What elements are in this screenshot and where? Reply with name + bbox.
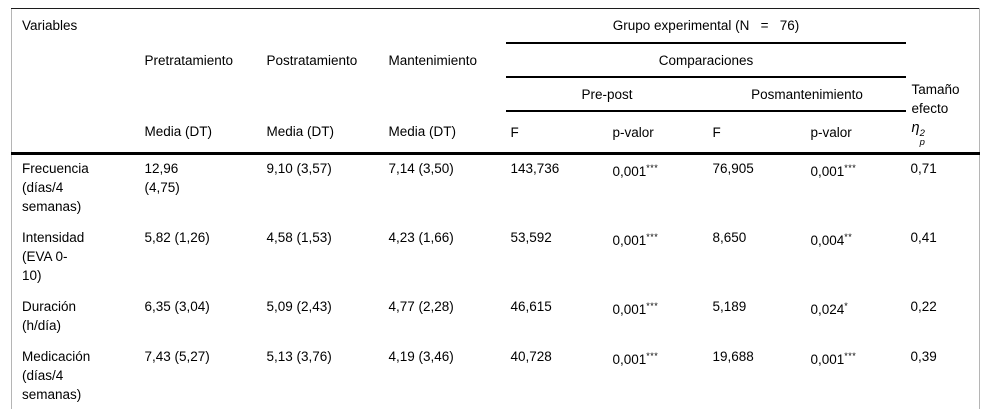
col-header-pvalor-prepost: p-valor (612, 124, 654, 140)
col-header-media-dt-post: Media (DT) (266, 124, 335, 139)
cell-variable: Intensidad (EVA 0- 10) (22, 230, 85, 283)
header-row-2: Pretratamiento Postratamiento Mantenimie… (12, 43, 980, 78)
table-header: Variables Grupo experimental (N = 76) Ta… (11, 8, 980, 154)
significance-stars: * (844, 301, 849, 311)
col-header-variables: Variables (22, 18, 78, 33)
cell-effect-size: 0,22 (910, 299, 937, 314)
cell-media-mant: 4,23 (1,66) (388, 230, 454, 245)
results-table: Variables Grupo experimental (N = 76) Ta… (11, 8, 981, 409)
table-row: Intensidad (EVA 0- 10) 5,82 (1,26) 4,58 … (12, 224, 980, 293)
cell-media-pre: 7,43 (5,27) (144, 349, 210, 364)
cell-pvalor-prepost: 0,001*** (612, 163, 659, 179)
col-header-postratamiento: Postratamiento (266, 52, 358, 68)
cell-pvalor-posman: 0,004** (810, 232, 853, 248)
cell-pvalor-prepost: 0,001*** (612, 232, 659, 248)
col-header-mantenimiento: Mantenimiento (388, 52, 478, 68)
significance-stars: *** (646, 301, 659, 311)
cell-effect-size: 0,71 (910, 161, 937, 176)
cell-f-prepost: 46,615 (510, 299, 552, 314)
col-header-grupo-experimental: Grupo experimental (N = 76) (505, 8, 906, 44)
significance-stars: ** (844, 232, 853, 242)
col-header-pvalor-posman: p-valor (810, 124, 852, 140)
significance-stars: *** (844, 163, 857, 173)
eta-superscript: 2 (919, 128, 925, 139)
cell-media-mant: 4,77 (2,28) (388, 299, 454, 314)
table-row: Frecuencia (días/4 semanas) 12,96 (4,75)… (12, 154, 980, 225)
cell-f-posman: 8,650 (712, 230, 747, 245)
cell-media-post: 5,09 (2,43) (266, 299, 332, 314)
table-row: Medicación (días/4 semanas) 7,43 (5,27) … (12, 343, 980, 409)
cell-media-pre: 6,35 (3,04) (144, 299, 210, 314)
header-spacer (140, 9, 506, 44)
cell-media-pre: 5,82 (1,26) (144, 230, 210, 245)
cell-variable: Medicación (días/4 semanas) (22, 349, 91, 402)
cell-f-posman: 76,905 (712, 161, 754, 176)
col-header-f-prepost: F (510, 124, 519, 140)
significance-stars: *** (646, 351, 659, 361)
cell-effect-size: 0,41 (910, 230, 937, 245)
cell-pvalor-posman: 0,001*** (810, 351, 857, 367)
cell-media-post: 9,10 (3,57) (266, 161, 332, 176)
cell-media-post: 5,13 (3,76) (266, 349, 332, 364)
cell-variable: Duración (h/día) (22, 299, 77, 333)
col-header-f-posman: F (712, 124, 721, 140)
header-spacer (140, 77, 506, 111)
cell-media-mant: 7,14 (3,50) (388, 161, 454, 176)
tamano-line1: Tamaño (911, 82, 960, 97)
cell-pvalor-posman: 0,001*** (810, 163, 857, 179)
cell-f-prepost: 53,592 (510, 230, 552, 245)
col-header-comparaciones: Comparaciones (505, 43, 906, 78)
cell-pvalor-posman: 0,024* (810, 301, 849, 317)
cell-media-post: 4,58 (1,53) (266, 230, 332, 245)
tamano-line2: efecto (911, 101, 949, 116)
significance-stars: *** (646, 163, 659, 173)
cell-f-posman: 19,688 (712, 349, 754, 364)
header-row-3: Pre-post Posmantenimiento (12, 77, 980, 112)
cell-pvalor-prepost: 0,001*** (612, 351, 659, 367)
header-row-4: Media (DT) Media (DT) Media (DT) F p-val… (12, 111, 980, 154)
cell-variable: Frecuencia (días/4 semanas) (22, 161, 89, 214)
table-row: Duración (h/día) 6,35 (3,04) 5,09 (2,43)… (12, 293, 980, 343)
cell-f-posman: 5,189 (712, 299, 747, 314)
significance-stars: *** (844, 351, 857, 361)
col-header-posmantenimiento: Posmantenimiento (707, 77, 906, 112)
significance-stars: *** (646, 232, 659, 242)
cell-pvalor-prepost: 0,001*** (612, 301, 659, 317)
cell-media-pre: 12,96 (4,75) (144, 161, 180, 195)
col-header-pretratamiento: Pretratamiento (144, 52, 234, 68)
cell-media-mant: 4,19 (3,46) (388, 349, 454, 364)
col-header-pre-post: Pre-post (505, 77, 708, 112)
cell-effect-size: 0,39 (910, 349, 937, 364)
cell-f-prepost: 143,736 (510, 161, 560, 176)
cell-f-prepost: 40,728 (510, 349, 552, 364)
col-header-media-dt-mant: Media (DT) (388, 124, 457, 139)
col-header-media-dt-pre: Media (DT) (144, 124, 213, 139)
header-row-1: Variables Grupo experimental (N = 76) Ta… (12, 8, 980, 147)
eta-subscript: p (919, 137, 925, 148)
table-body: Frecuencia (días/4 semanas) 12,96 (4,75)… (12, 154, 980, 409)
